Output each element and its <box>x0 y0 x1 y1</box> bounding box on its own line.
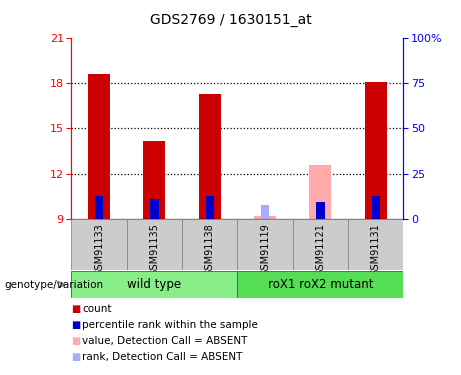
Text: GSM91133: GSM91133 <box>94 223 104 276</box>
Bar <box>199 94 221 219</box>
Bar <box>88 74 110 219</box>
Text: ■: ■ <box>71 304 81 314</box>
Text: roX1 roX2 mutant: roX1 roX2 mutant <box>268 278 373 291</box>
Bar <box>182 219 237 270</box>
Bar <box>237 271 403 298</box>
Bar <box>316 202 325 219</box>
Bar <box>206 196 214 219</box>
Text: percentile rank within the sample: percentile rank within the sample <box>82 320 258 330</box>
Text: GSM91121: GSM91121 <box>315 223 325 276</box>
Bar <box>254 216 276 219</box>
Bar <box>365 82 387 219</box>
Text: value, Detection Call = ABSENT: value, Detection Call = ABSENT <box>82 336 248 346</box>
Bar <box>293 219 348 270</box>
Text: GSM91131: GSM91131 <box>371 223 381 276</box>
Text: rank, Detection Call = ABSENT: rank, Detection Call = ABSENT <box>82 352 242 362</box>
Text: count: count <box>82 304 112 314</box>
Bar <box>348 219 403 270</box>
Bar <box>143 141 165 219</box>
Bar <box>261 205 269 219</box>
Text: GSM91138: GSM91138 <box>205 223 215 276</box>
Bar <box>95 196 103 219</box>
Text: wild type: wild type <box>127 278 182 291</box>
Text: genotype/variation: genotype/variation <box>5 280 104 290</box>
Text: GSM91135: GSM91135 <box>149 223 160 276</box>
Text: ■: ■ <box>71 336 81 346</box>
Text: ■: ■ <box>71 320 81 330</box>
Bar <box>127 219 182 270</box>
Bar <box>71 219 127 270</box>
Bar <box>237 219 293 270</box>
Bar <box>71 271 237 298</box>
Text: GSM91119: GSM91119 <box>260 223 270 276</box>
Text: ■: ■ <box>71 352 81 362</box>
Text: GDS2769 / 1630151_at: GDS2769 / 1630151_at <box>150 13 311 27</box>
Bar <box>150 199 159 219</box>
Bar <box>309 165 331 219</box>
Bar <box>372 196 380 219</box>
